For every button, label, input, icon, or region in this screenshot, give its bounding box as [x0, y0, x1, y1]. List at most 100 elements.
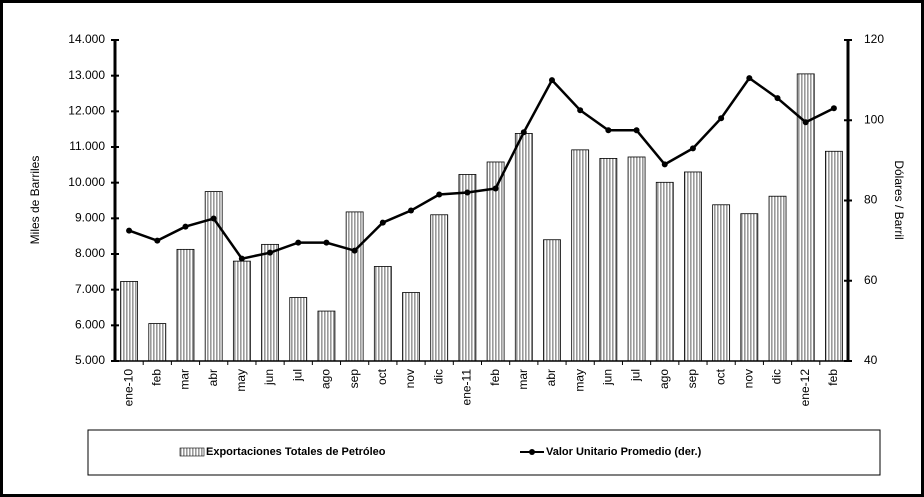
- line-point: [548, 77, 555, 84]
- bar: [317, 310, 336, 362]
- bar: [543, 239, 561, 362]
- line-point: [267, 249, 274, 256]
- bar: [571, 149, 590, 362]
- line-point: [689, 145, 696, 152]
- bar: [458, 174, 477, 362]
- x-tick-label: mar: [178, 369, 192, 390]
- line-point: [126, 227, 133, 234]
- line-point: [577, 107, 584, 114]
- bar: [712, 204, 731, 362]
- x-tick-label: sep: [347, 369, 361, 389]
- bar: [599, 158, 618, 362]
- line-point: [520, 129, 527, 136]
- line-point: [774, 95, 781, 102]
- bar: [684, 171, 702, 362]
- x-tick-label: may: [234, 369, 248, 392]
- x-tick-label: abr: [544, 369, 558, 386]
- line-point: [661, 161, 668, 168]
- x-tick-label: nov: [741, 369, 755, 388]
- legend-box: [87, 429, 881, 476]
- line-point: [295, 239, 302, 246]
- x-tick-label: jul: [629, 369, 643, 382]
- bar: [825, 150, 843, 362]
- line-point: [605, 127, 612, 134]
- line-point: [492, 185, 499, 192]
- x-tick-label: nov: [403, 369, 417, 388]
- y-tick-label: 12.000: [68, 104, 105, 118]
- x-tick-label: feb: [826, 369, 840, 386]
- y-tick-label: 5.000: [75, 353, 105, 367]
- y-axis-label: Miles de Barriles: [28, 156, 42, 245]
- line-point: [464, 189, 471, 196]
- line-point: [323, 239, 330, 246]
- x-tick-label: sep: [685, 369, 699, 389]
- line-point: [379, 219, 386, 226]
- bar: [655, 181, 674, 362]
- x-tick-label: jul: [290, 369, 304, 382]
- legend-label: Valor Unitario Promedio (der.): [546, 446, 702, 458]
- line-point: [154, 237, 161, 244]
- x-tick-label: feb: [488, 369, 502, 386]
- bar: [232, 260, 251, 362]
- x-tick-label: abr: [206, 369, 220, 386]
- line-point: [238, 255, 245, 262]
- x-tick-label: oct: [713, 368, 727, 385]
- y2-tick-label: 120: [864, 32, 884, 46]
- bar: [345, 211, 364, 362]
- x-tick-label: may: [572, 369, 586, 392]
- legend-swatch: [179, 447, 205, 457]
- line-point: [830, 105, 837, 112]
- bar: [261, 243, 279, 362]
- bar: [373, 266, 392, 362]
- line-point: [351, 247, 358, 254]
- y-tick-label: 9.000: [75, 211, 105, 225]
- line-series: [128, 76, 835, 261]
- bar: [289, 297, 308, 362]
- x-tick-label: jun: [262, 369, 276, 386]
- y-tick-label: 11.000: [69, 139, 105, 153]
- x-tick-label: ene-12: [798, 369, 812, 407]
- bar: [148, 323, 167, 362]
- x-tick-label: ago: [319, 369, 333, 389]
- y-tick-label: 10.000: [68, 175, 105, 189]
- x-tick-label: mar: [516, 369, 530, 390]
- y-tick-label: 13.000: [68, 68, 105, 82]
- bar: [176, 248, 195, 362]
- bar: [740, 213, 759, 362]
- x-tick-label: dic: [770, 369, 784, 384]
- line-point: [408, 207, 415, 214]
- bar: [120, 281, 138, 362]
- legend-label: Exportaciones Totales de Petróleo: [206, 446, 386, 458]
- x-tick-label: jun: [601, 369, 615, 386]
- y-tick-label: 8.000: [75, 246, 105, 260]
- line-point: [802, 119, 809, 126]
- y2-tick-label: 60: [864, 273, 878, 287]
- y2-tick-label: 100: [864, 112, 884, 126]
- y2-tick-label: 40: [864, 353, 878, 367]
- line-point: [182, 223, 189, 230]
- y-tick-label: 6.000: [75, 318, 105, 332]
- y-tick-label: 7.000: [75, 282, 105, 296]
- bar: [768, 195, 787, 362]
- x-tick-label: ene-11: [460, 369, 474, 406]
- bar: [402, 292, 420, 362]
- line-point: [436, 191, 443, 198]
- legend-marker: [529, 449, 535, 455]
- bar: [627, 156, 646, 362]
- line-point: [718, 115, 725, 122]
- bar: [486, 161, 505, 362]
- line-point: [210, 215, 217, 222]
- x-tick-label: dic: [431, 369, 445, 384]
- line-point: [746, 75, 753, 82]
- x-tick-label: ago: [657, 369, 671, 389]
- line-point: [633, 127, 640, 134]
- y2-tick-label: 80: [864, 193, 878, 207]
- y2-axis-label: Dólares / Barril: [892, 160, 906, 239]
- x-tick-label: feb: [149, 369, 163, 386]
- bar: [514, 133, 533, 362]
- bar: [430, 214, 449, 362]
- x-tick-label: ene-10: [121, 369, 135, 407]
- x-tick-label: oct: [375, 368, 389, 385]
- y-tick-label: 14.000: [68, 32, 105, 46]
